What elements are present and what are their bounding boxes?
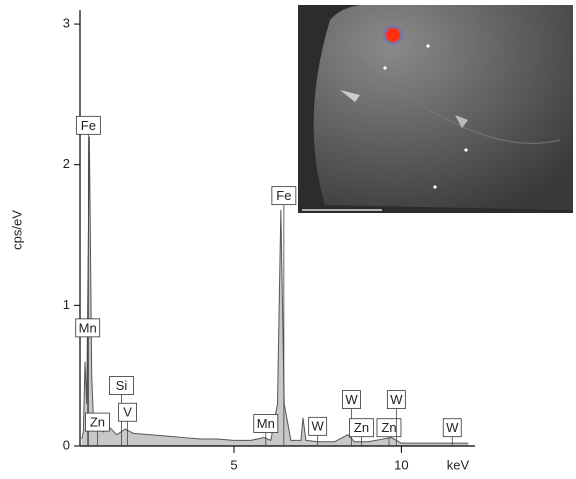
x-axis-label: keV (447, 457, 470, 472)
y-tick-label: 3 (63, 16, 70, 31)
peak-label-text: Zn (381, 420, 396, 435)
peak-label-text: Fe (276, 188, 291, 203)
peak-label-text: Fe (81, 118, 96, 133)
peak-label-text: W (312, 419, 325, 434)
peak-label-text: Si (116, 378, 128, 393)
y-axis-label: cps/eV (9, 210, 24, 250)
peak-label-text: Zn (90, 415, 105, 430)
peak-label: W (443, 419, 461, 446)
peak-label-text: W (390, 392, 403, 407)
y-tick-label: 0 (63, 437, 70, 452)
x-tick-label: 10 (394, 457, 408, 472)
y-tick-label: 1 (63, 297, 70, 312)
peak-label-text: Zn (354, 420, 369, 435)
x-tick-label: 5 (230, 457, 237, 472)
peak-label-text: V (123, 405, 132, 420)
y-tick-label: 2 (63, 156, 70, 171)
peak-label-text: Mn (257, 416, 275, 431)
sem-inset (298, 5, 573, 213)
peak-label: Fe (272, 187, 296, 446)
peak-label-text: W (446, 420, 459, 435)
chart: cps/eV keV 0 1 2 3 5 10 Fe Mn Si Zn V Fe Mn W W Zn Zn W W (0, 0, 576, 479)
peak-label-text: Mn (79, 320, 97, 335)
peak-label-text: W (345, 392, 358, 407)
